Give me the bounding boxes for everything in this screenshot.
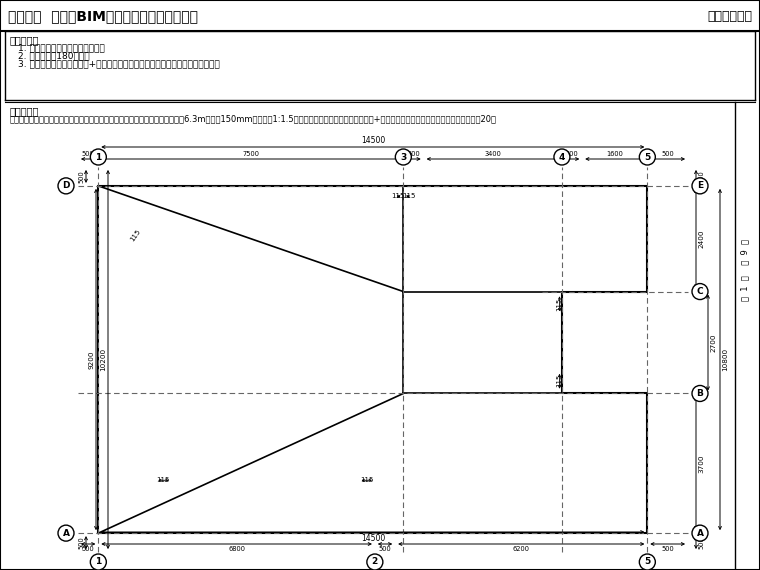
Circle shape <box>692 178 708 194</box>
Text: 115: 115 <box>391 193 405 200</box>
Text: 115: 115 <box>128 228 141 242</box>
Text: 1: 1 <box>95 153 101 161</box>
Text: 7500: 7500 <box>242 151 259 157</box>
Text: 第  1  页    共  9  页: 第 1 页 共 9 页 <box>740 239 749 301</box>
Text: 10800: 10800 <box>722 348 728 371</box>
Text: 3: 3 <box>401 153 407 161</box>
Text: 2: 2 <box>372 557 378 567</box>
Text: 115: 115 <box>556 298 562 311</box>
Text: 5: 5 <box>644 557 651 567</box>
Text: 1. 考试方式：计算机建模、闭卷；: 1. 考试方式：计算机建模、闭卷； <box>18 43 105 52</box>
Text: 500: 500 <box>82 546 94 552</box>
Text: 3400: 3400 <box>484 151 502 157</box>
Circle shape <box>395 149 411 165</box>
Text: 6200: 6200 <box>513 546 530 552</box>
Text: 10200: 10200 <box>100 348 106 371</box>
Text: 500: 500 <box>698 170 704 183</box>
Text: 500: 500 <box>378 546 391 552</box>
Text: 2700: 2700 <box>710 333 716 352</box>
Text: 500: 500 <box>661 151 674 157</box>
Text: 第十一期  「全国BIM技能等级考试」一级试题: 第十一期 「全国BIM技能等级考试」一级试题 <box>8 9 198 23</box>
Text: 500: 500 <box>661 546 674 552</box>
Text: 2. 考试时间为180分钟；: 2. 考试时间为180分钟； <box>18 51 90 60</box>
Circle shape <box>58 525 74 541</box>
Text: 14500: 14500 <box>361 534 385 543</box>
Text: 3700: 3700 <box>698 454 704 473</box>
Circle shape <box>90 149 106 165</box>
Text: 115: 115 <box>157 477 170 483</box>
Circle shape <box>639 149 655 165</box>
Circle shape <box>692 385 708 401</box>
Circle shape <box>639 554 655 570</box>
Text: 一、根据下图给定数据创建轴网与屋顶，轴网显示方式参考下图，屋顶底板高为6.3m，厚度150mm，坡度为1:1.5，材质不限，请将模型文件以「屋顶+考生姓名」为文: 一、根据下图给定数据创建轴网与屋顶，轴网显示方式参考下图，屋顶底板高为6.3m，… <box>10 114 497 123</box>
Text: 115: 115 <box>360 477 373 483</box>
Text: 1600: 1600 <box>606 151 623 157</box>
Text: 115: 115 <box>402 193 415 200</box>
Text: A: A <box>62 528 69 538</box>
Text: 500: 500 <box>698 536 704 549</box>
Text: 2400: 2400 <box>698 230 704 248</box>
Text: 500: 500 <box>78 536 84 549</box>
Text: B: B <box>697 389 704 398</box>
Text: 6800: 6800 <box>228 546 245 552</box>
Text: D: D <box>62 181 70 190</box>
Text: 4: 4 <box>559 153 565 161</box>
Circle shape <box>90 554 106 570</box>
Text: 500: 500 <box>78 170 84 183</box>
Text: E: E <box>697 181 703 190</box>
Circle shape <box>554 149 570 165</box>
Text: 9200: 9200 <box>88 350 94 369</box>
Circle shape <box>367 554 383 570</box>
Text: 500: 500 <box>565 151 578 157</box>
Text: 500: 500 <box>407 151 420 157</box>
Text: 3. 新建文件夹（以准考证号+准考生名），用于存放本次考试中生成的全部文件。: 3. 新建文件夹（以准考证号+准考生名），用于存放本次考试中生成的全部文件。 <box>18 59 220 68</box>
Text: 考试要求：: 考试要求： <box>10 35 40 45</box>
Text: 115: 115 <box>556 373 562 387</box>
Circle shape <box>58 178 74 194</box>
Text: 14500: 14500 <box>361 136 385 145</box>
Text: 500: 500 <box>82 151 94 157</box>
Text: 试题部分：: 试题部分： <box>10 106 40 116</box>
Text: 5: 5 <box>644 153 651 161</box>
Text: 1: 1 <box>95 557 101 567</box>
Text: C: C <box>697 287 703 296</box>
Circle shape <box>692 283 708 300</box>
Text: A: A <box>696 528 704 538</box>
Circle shape <box>692 525 708 541</box>
Text: 中国图学学会: 中国图学学会 <box>707 10 752 22</box>
